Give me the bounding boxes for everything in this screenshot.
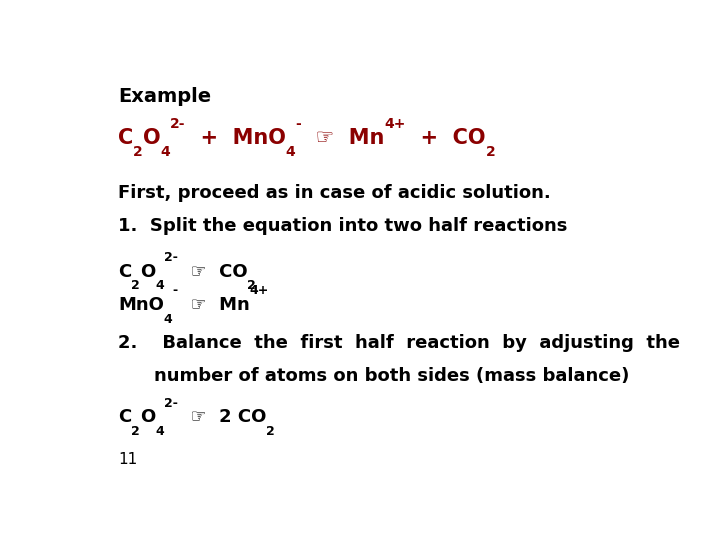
Text: number of atoms on both sides (mass balance): number of atoms on both sides (mass bala… [154, 367, 629, 385]
Text: 2-: 2- [164, 396, 178, 409]
Text: 2-: 2- [164, 251, 178, 264]
Text: 4: 4 [155, 425, 164, 438]
Text: First, proceed as in case of acidic solution.: First, proceed as in case of acidic solu… [118, 184, 551, 202]
Text: 4+: 4+ [384, 117, 406, 131]
Text: O: O [143, 128, 161, 148]
Text: 1.  Split the equation into two half reactions: 1. Split the equation into two half reac… [118, 217, 567, 235]
Text: 2: 2 [485, 145, 495, 159]
Text: 4: 4 [163, 313, 173, 326]
Text: 2: 2 [131, 279, 140, 292]
Text: 2: 2 [266, 425, 275, 438]
Text: +  CO: + CO [406, 128, 485, 148]
Text: 2-: 2- [170, 117, 186, 131]
Text: 4: 4 [155, 279, 164, 292]
Text: 4: 4 [286, 145, 295, 159]
Text: 4: 4 [161, 145, 170, 159]
Text: 2.    Balance  the  first  half  reaction  by  adjusting  the: 2. Balance the first half reaction by ad… [118, 334, 680, 352]
Text: 11: 11 [118, 452, 137, 467]
Text: Example: Example [118, 87, 211, 106]
Text: 2: 2 [248, 279, 256, 292]
Text: ☞  Mn: ☞ Mn [301, 128, 384, 148]
Text: -: - [173, 285, 178, 298]
Text: +  MnO: + MnO [186, 128, 286, 148]
Text: ☞  Mn: ☞ Mn [178, 296, 249, 314]
Text: 4+: 4+ [249, 285, 269, 298]
Text: O: O [140, 263, 155, 281]
Text: 2: 2 [131, 425, 140, 438]
Text: C: C [118, 128, 133, 148]
Text: ☞  CO: ☞ CO [178, 263, 248, 281]
Text: C: C [118, 263, 131, 281]
Text: C: C [118, 408, 131, 427]
Text: MnO: MnO [118, 296, 163, 314]
Text: -: - [295, 117, 301, 131]
Text: ☞  2 CO: ☞ 2 CO [178, 408, 266, 427]
Text: O: O [140, 408, 155, 427]
Text: 2: 2 [133, 145, 143, 159]
